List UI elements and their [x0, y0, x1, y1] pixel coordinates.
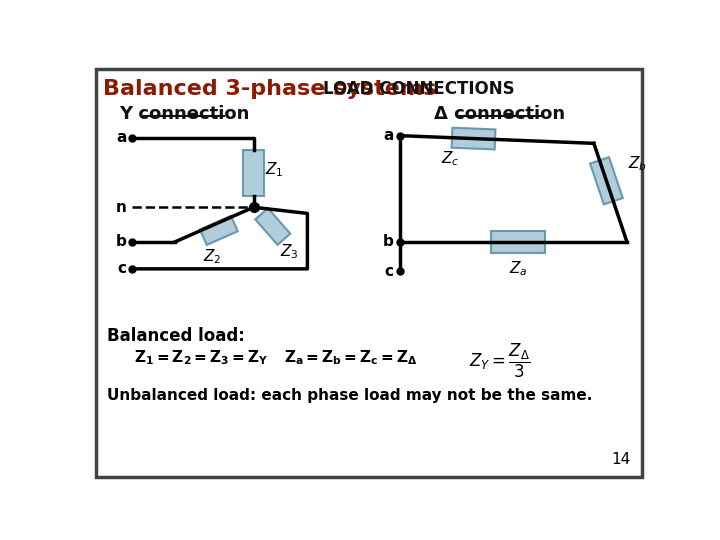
Text: a: a [116, 131, 127, 145]
FancyBboxPatch shape [451, 127, 495, 150]
Text: $Z_b$: $Z_b$ [628, 154, 647, 173]
Text: Unbalanced load: each phase load may not be the same.: Unbalanced load: each phase load may not… [107, 388, 593, 403]
FancyBboxPatch shape [96, 69, 642, 477]
Text: b: b [116, 234, 127, 249]
Text: 14: 14 [611, 452, 631, 467]
Text: c: c [384, 264, 394, 279]
Text: $Z_3$: $Z_3$ [280, 242, 299, 261]
Text: n: n [116, 200, 127, 215]
Text: Y connection: Y connection [119, 105, 249, 123]
FancyBboxPatch shape [255, 208, 290, 245]
Text: Δ connection: Δ connection [434, 105, 565, 123]
FancyBboxPatch shape [200, 216, 238, 245]
Text: $\mathbf{Z_a = Z_b = Z_c = Z_\Delta}$: $\mathbf{Z_a = Z_b = Z_c = Z_\Delta}$ [284, 348, 418, 367]
FancyBboxPatch shape [243, 150, 264, 195]
Text: LOAD CONNECTIONS: LOAD CONNECTIONS [323, 80, 514, 98]
Text: $Z_Y = \dfrac{Z_\Delta}{3}$: $Z_Y = \dfrac{Z_\Delta}{3}$ [469, 342, 531, 380]
FancyBboxPatch shape [590, 157, 623, 205]
Text: Balanced load:: Balanced load: [107, 327, 245, 345]
FancyBboxPatch shape [491, 231, 545, 253]
Text: $\mathbf{Z_1 = Z_2 = Z_3 = Z_Y}$: $\mathbf{Z_1 = Z_2 = Z_3 = Z_Y}$ [134, 348, 269, 367]
Text: c: c [117, 261, 127, 276]
Text: $Z_2$: $Z_2$ [204, 247, 222, 266]
Text: a: a [383, 128, 394, 143]
Text: $Z_1$: $Z_1$ [265, 160, 284, 179]
Text: b: b [383, 234, 394, 249]
Text: $Z_a$: $Z_a$ [508, 259, 527, 278]
Text: $Z_c$: $Z_c$ [441, 150, 459, 168]
Text: Balanced 3-phase systems: Balanced 3-phase systems [104, 79, 437, 99]
